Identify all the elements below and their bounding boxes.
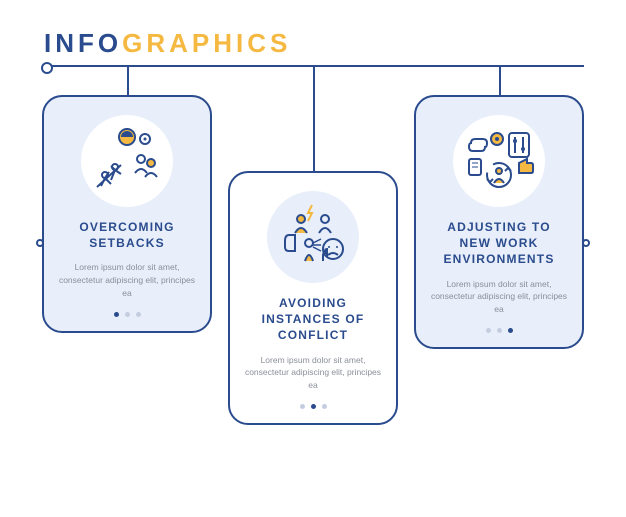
dot[interactable] xyxy=(322,404,327,409)
page-title: INFOGRAPHICS xyxy=(44,28,626,59)
overcoming-icon xyxy=(81,115,173,207)
dot[interactable] xyxy=(508,328,513,333)
dot[interactable] xyxy=(136,312,141,317)
header: INFOGRAPHICS xyxy=(0,0,626,67)
title-segment-1: INFO xyxy=(44,28,122,58)
connector xyxy=(499,67,501,95)
connector xyxy=(313,67,315,171)
connector xyxy=(127,67,129,95)
card-title: ADJUSTING TO NEW WORK ENVIRONMENTS xyxy=(430,219,568,268)
conflict-icon xyxy=(267,191,359,283)
dot[interactable] xyxy=(300,404,305,409)
title-segment-2: GRAPHICS xyxy=(122,28,291,58)
info-card: OVERCOMING SETBACKS Lorem ipsum dolor sit… xyxy=(42,95,212,333)
card-body: Lorem ipsum dolor sit amet, consectetur … xyxy=(58,261,196,299)
card-body: Lorem ipsum dolor sit amet, consectetur … xyxy=(244,354,382,392)
pagination-dots xyxy=(430,328,568,333)
info-card: AVOIDING INSTANCES OF CONFLICT Lorem ipsu… xyxy=(228,171,398,425)
connector xyxy=(582,239,590,247)
card-title: OVERCOMING SETBACKS xyxy=(58,219,196,251)
adjusting-icon xyxy=(453,115,545,207)
connector xyxy=(36,239,44,247)
cards-container: OVERCOMING SETBACKS Lorem ipsum dolor sit… xyxy=(0,67,626,487)
pagination-dots xyxy=(58,312,196,317)
pagination-dots xyxy=(244,404,382,409)
dot[interactable] xyxy=(125,312,130,317)
info-card: ADJUSTING TO NEW WORK ENVIRONMENTS Lorem … xyxy=(414,95,584,349)
card-body: Lorem ipsum dolor sit amet, consectetur … xyxy=(430,278,568,316)
dot[interactable] xyxy=(486,328,491,333)
dot[interactable] xyxy=(114,312,119,317)
card-title: AVOIDING INSTANCES OF CONFLICT xyxy=(244,295,382,344)
dot[interactable] xyxy=(497,328,502,333)
dot[interactable] xyxy=(311,404,316,409)
